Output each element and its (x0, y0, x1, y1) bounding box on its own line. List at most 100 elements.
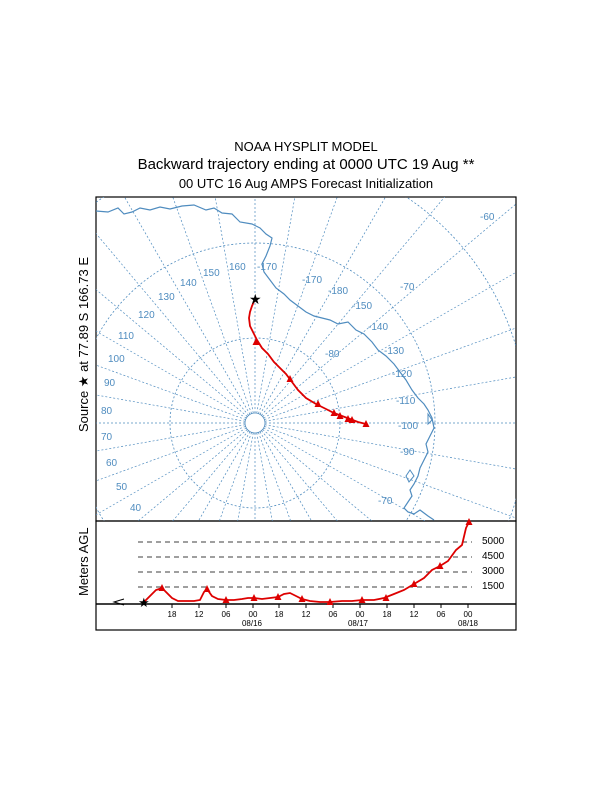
trajectory-marker (382, 594, 390, 601)
level-3000: 3000 (482, 566, 505, 577)
meridian-line (261, 197, 446, 416)
longitude-label: -130 (384, 346, 404, 357)
meridian-lines (96, 197, 516, 521)
date-label: 08/16 (241, 619, 263, 628)
trajectory-marker (436, 562, 444, 569)
meridian-line (237, 432, 254, 521)
time-tick-label: 18 (382, 610, 392, 619)
meridian-line (258, 197, 338, 414)
trajectory-marker (330, 409, 338, 416)
longitude-label: -70 (378, 496, 393, 507)
time-tick-label: 06 (436, 610, 446, 619)
longitude-label: 140 (180, 278, 197, 289)
trajectory-marker (286, 375, 294, 382)
coastline-detail (405, 412, 433, 483)
meridian-line (258, 432, 292, 521)
time-tick-marks (171, 604, 469, 608)
longitude-label: -110 (396, 396, 416, 407)
trajectory-marker (298, 595, 306, 602)
meridian-line (263, 427, 426, 521)
longitude-label: -170 (257, 262, 277, 273)
pole-circle (244, 412, 266, 434)
longitude-label: -100 (398, 421, 418, 432)
meridian-line (124, 197, 251, 415)
trajectory-marker (158, 584, 166, 591)
date-label: 08/17 (347, 619, 369, 628)
longitude-label: 40 (130, 503, 142, 514)
time-tick-label: 00 (248, 610, 258, 619)
longitude-label: 120 (138, 310, 155, 321)
meridian-line (256, 432, 273, 521)
longitude-label: -170 (302, 275, 322, 286)
trajectory-marker (314, 400, 322, 407)
source-star-map: ★ (249, 291, 262, 307)
longitude-label: -80 (325, 349, 340, 360)
trajectory-marker (348, 416, 356, 423)
meridian-line (96, 426, 246, 482)
meridian-line (264, 327, 516, 420)
longitude-label: -70 (400, 282, 415, 293)
trajectory-title: Backward trajectory ending at 0000 UTC 1… (137, 156, 475, 173)
trajectory-marker (222, 596, 230, 603)
longitude-label: -180 (328, 286, 348, 297)
trajectory-marker (358, 596, 366, 603)
longitude-label: 160 (229, 262, 246, 273)
level-4500: 4500 (482, 551, 505, 562)
map-frame (95, 196, 517, 522)
meridian-line (214, 197, 254, 414)
profile-markers (158, 518, 473, 605)
level-lines (138, 541, 472, 588)
source-star-profile: ★ (138, 595, 150, 610)
time-tick-label: 18 (274, 610, 284, 619)
meridian-line (261, 430, 338, 521)
meridian-line (137, 429, 248, 521)
longitude-label: 60 (106, 458, 118, 469)
longitude-label: -120 (392, 369, 412, 380)
level-1500: 1500 (482, 581, 505, 592)
trajectory-marker (410, 580, 418, 587)
trajectory-marker (344, 415, 352, 422)
trajectory-path (248, 298, 367, 425)
meridian-line (96, 330, 247, 419)
height-profile (143, 521, 470, 603)
trajectory-marker (250, 594, 258, 601)
arrow-left (112, 598, 125, 606)
longitude-label: -150 (352, 301, 372, 312)
longitude-label: 100 (108, 354, 125, 365)
level-5000: 5000 (482, 536, 505, 547)
meridian-line (96, 232, 249, 416)
meridian-line (96, 289, 248, 417)
longitude-label: 90 (104, 378, 116, 389)
longitude-label: 80 (101, 406, 113, 417)
time-tick-label: 18 (167, 610, 177, 619)
profile-frame (95, 520, 517, 631)
time-tick-label: 06 (328, 610, 338, 619)
meridian-line (96, 427, 247, 516)
longitude-label: 130 (158, 292, 175, 303)
time-tick-label: 00 (355, 610, 365, 619)
meridian-line (263, 271, 516, 419)
longitude-label: -60 (480, 212, 495, 223)
longitude-label: -140 (368, 322, 388, 333)
meridian-line (218, 432, 252, 521)
longitude-label: 150 (203, 268, 220, 279)
initialization-subtitle: 00 UTC 16 Aug AMPS Forecast Initializati… (178, 176, 434, 191)
time-tick-label: 00 (463, 610, 473, 619)
coastline (96, 204, 435, 521)
time-tick-label: 06 (221, 610, 231, 619)
meridian-line (172, 430, 249, 521)
longitude-label: 110 (118, 331, 134, 342)
trajectory-marker (252, 338, 260, 345)
trajectory-marker (203, 585, 211, 592)
longitude-label: 70 (101, 432, 113, 443)
meridian-line (259, 431, 312, 521)
trajectory-marker (274, 593, 282, 600)
meridian-line (264, 426, 516, 519)
trajectory-marker (362, 420, 370, 427)
trajectory-marker (336, 412, 344, 419)
time-tick-label: 12 (409, 610, 419, 619)
meridian-line (264, 424, 516, 470)
trajectory-marker (465, 518, 473, 525)
